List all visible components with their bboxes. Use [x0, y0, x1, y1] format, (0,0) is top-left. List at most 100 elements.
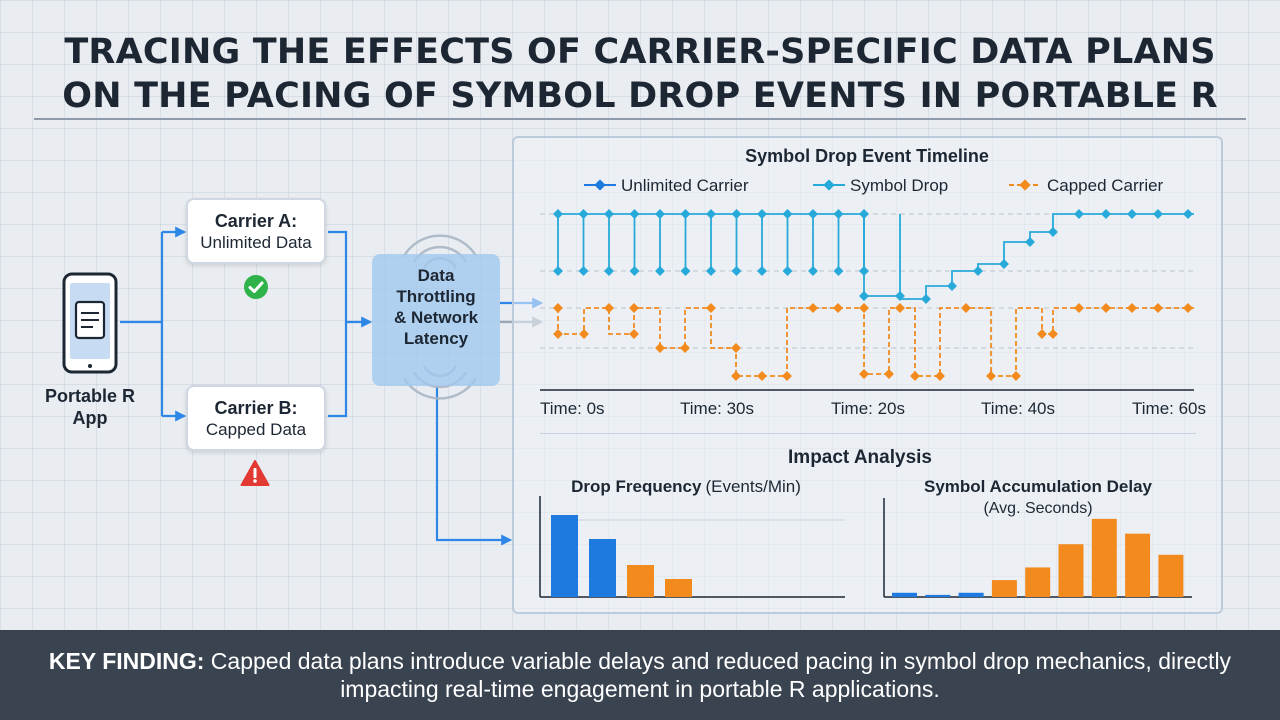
timeline-x-tick-labels: Time: 0s Time: 30s Time: 20s Time: 40s T…: [540, 399, 1206, 418]
symbol-drop-point: [782, 266, 793, 276]
symbol-drop-point: [859, 291, 869, 301]
app-label-line-1: Portable R: [44, 386, 136, 406]
symbol-drop-point: [1048, 227, 1058, 237]
capped-carrier-point: [935, 371, 945, 381]
carrier-a-box: Carrier A: Unlimited Data: [186, 198, 326, 264]
accumulation-delay-bar: [1125, 533, 1151, 597]
symbol-drop-point: [895, 291, 905, 301]
accumulation-delay-bar: [1058, 544, 1084, 597]
symbol-drop-timeline-chart: Symbol Drop Event Timeline Unlimited Car…: [540, 146, 1206, 418]
symbol-drop-point: [1153, 209, 1163, 219]
legend-capped-carrier-label: Capped Carrier: [1047, 176, 1164, 195]
accumulation-delay-bar: [1091, 518, 1117, 597]
legend-unlimited-carrier-label: Unlimited Carrier: [621, 176, 749, 195]
throttling-latency-box: Data Throttling & Network Latency: [372, 254, 500, 386]
symbol-drop-point: [808, 266, 818, 276]
capped-carrier-point: [782, 371, 792, 381]
carriers-to-throttle-connector: [328, 230, 373, 418]
capped-carrier-point: [961, 303, 971, 313]
impact-analysis-title: Impact Analysis: [788, 447, 932, 468]
carrier-a-title: Carrier A:: [214, 211, 298, 231]
legend-unlimited-carrier: Unlimited Carrier: [584, 176, 749, 195]
symbol-drop-point: [921, 294, 931, 304]
key-finding-banner: KEY FINDING: Capped data plans introduce…: [0, 630, 1280, 720]
accumulation-delay-subtitle: (Avg. Seconds): [983, 500, 1092, 517]
symbol-drop-point: [999, 259, 1009, 269]
drop-frequency-bar: [589, 539, 616, 597]
capped-carrier-point: [1048, 329, 1058, 339]
accumulation-delay-bar: [925, 594, 951, 597]
capped-carrier-point: [910, 371, 920, 381]
accumulation-delay-bar: [892, 592, 917, 597]
symbol-drop-point: [1127, 209, 1137, 219]
capped-carrier-point: [895, 303, 905, 313]
accumulation-delay-bar: [991, 580, 1017, 597]
drop-frequency-bar: [665, 579, 692, 597]
capped-carrier-point: [1074, 303, 1084, 313]
symbol-drop-point: [947, 281, 957, 291]
x-tick-label-4: Time: 40s: [981, 399, 1055, 418]
carrier-b-plan: Capped Data: [205, 420, 307, 439]
carrier-b-title: Carrier B:: [214, 398, 298, 418]
symbol-drop-recovery-line: [863, 213, 1194, 300]
x-tick-label-3: Time: 20s: [831, 399, 905, 418]
capped-carrier-point: [859, 303, 869, 313]
timeline-title: Symbol Drop Event Timeline: [745, 146, 989, 166]
capped-carrier-point: [629, 303, 639, 313]
capped-carrier-line: [557, 307, 1194, 377]
app-to-carriers-connector: [120, 226, 187, 422]
capped-carrier-point: [833, 303, 843, 313]
drop-frequency-title-main: Drop Frequency: [571, 477, 702, 496]
section-divider: [540, 433, 1196, 434]
accumulation-delay-chart: [883, 498, 1192, 598]
symbol-drop-point: [973, 266, 983, 276]
capped-carrier-point: [706, 303, 716, 313]
carrier-a-plan: Unlimited Data: [200, 233, 312, 252]
capped-carrier-point: [1101, 303, 1111, 313]
symbol-drop-point: [706, 266, 716, 276]
symbol-drop-point: [833, 266, 844, 276]
accumulation-delay-bar: [958, 592, 984, 597]
title-line-2: ON THE PACING OF SYMBOL DROP EVENTS IN P…: [62, 76, 1218, 116]
capped-carrier-point: [1183, 303, 1193, 313]
symbol-drop-point: [629, 266, 640, 276]
drop-frequency-title: Drop Frequency (Events/Min): [571, 477, 801, 496]
symbol-drop-point: [1183, 209, 1193, 219]
x-tick-label-5: Time: 60s: [1132, 399, 1206, 418]
app-label-line-2: App: [72, 408, 108, 428]
symbol-drop-point: [1074, 209, 1084, 219]
symbol-drop-point: [655, 266, 665, 276]
drop-frequency-title-unit: (Events/Min): [705, 477, 800, 496]
symbol-drop-point: [757, 266, 767, 276]
capped-carrier-point: [808, 303, 818, 313]
capped-carrier-point: [1153, 303, 1163, 313]
accumulation-delay-bar: [1158, 554, 1184, 597]
capped-carrier-point: [579, 329, 589, 339]
impact-analysis-charts: Impact Analysis Drop Frequency (Events/Mi…: [539, 447, 1192, 598]
throttle-to-impact-connector: [435, 386, 513, 546]
drop-frequency-bar: [551, 515, 578, 597]
x-tick-label-2: Time: 30s: [680, 399, 754, 418]
carrier-b-box: Carrier B: Capped Data: [186, 385, 326, 451]
capped-carrier-point: [1037, 329, 1047, 339]
capped-carrier-point: [884, 369, 894, 379]
key-finding-text: Capped data plans introduce variable del…: [204, 648, 1232, 702]
symbol-drop-point: [680, 266, 691, 276]
capped-carrier-point: [731, 343, 741, 353]
x-tick-label-1: Time: 0s: [540, 399, 605, 418]
throttle-line-2: Throttling: [396, 287, 476, 306]
timeline-legend: Unlimited Carrier Symbol Drop Capped Car…: [584, 176, 1164, 195]
smartphone-icon: [62, 272, 118, 374]
throttle-line-4: Latency: [403, 329, 469, 348]
symbol-drop-series: [553, 209, 1194, 304]
throttle-line-3: & Network: [393, 308, 479, 327]
symbol-drop-point: [1101, 209, 1111, 219]
page-title: TRACING THE EFFECTS OF CARRIER-SPECIFIC …: [0, 30, 1280, 118]
app-label: Portable R App: [30, 385, 150, 429]
capped-carrier-series: [553, 303, 1194, 381]
warning-triangle-icon: [240, 460, 270, 486]
capped-carrier-point: [859, 369, 869, 379]
symbol-drop-point: [553, 266, 563, 276]
capped-carrier-point: [1127, 303, 1137, 313]
capped-carrier-point: [757, 371, 767, 381]
